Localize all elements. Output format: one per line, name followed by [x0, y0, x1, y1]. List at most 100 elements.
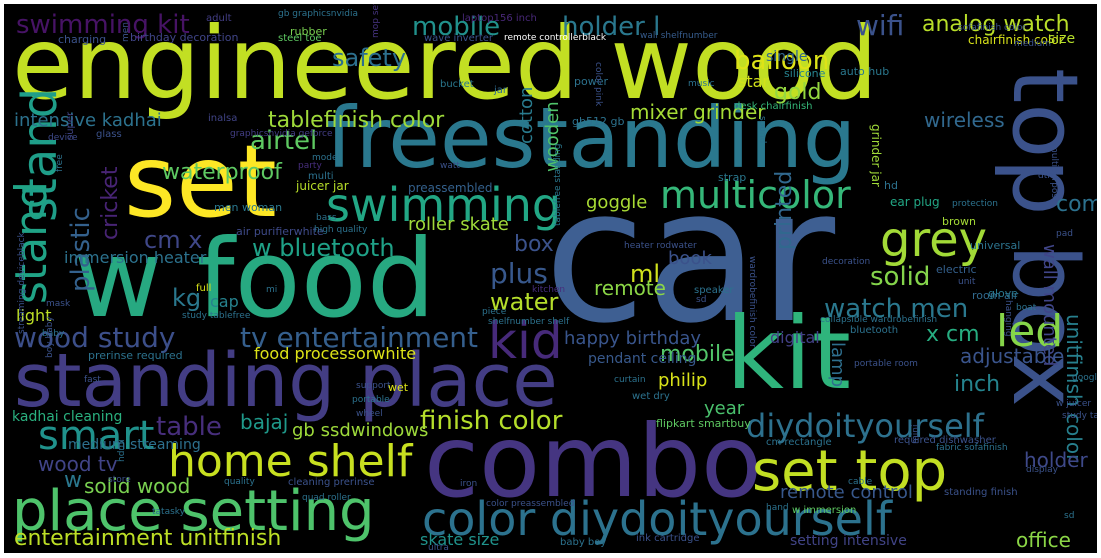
word: solid	[870, 262, 931, 292]
word: heater rodwater	[624, 241, 697, 251]
word: quad roller	[302, 493, 351, 503]
word-cloud: engineered wood car freestanding set w f…	[4, 4, 1097, 553]
word: hd	[884, 179, 898, 192]
word: protection	[952, 199, 998, 209]
word: hanging	[1003, 300, 1013, 337]
word: universal	[970, 239, 1021, 252]
word: wheel	[356, 409, 383, 419]
word: cap	[210, 292, 239, 311]
word: immersion heater	[64, 248, 207, 267]
word: holder l	[562, 12, 661, 42]
word: quality	[224, 477, 255, 487]
word: sd	[1064, 511, 1075, 521]
word: preassembled	[408, 181, 493, 195]
word: wireless	[924, 108, 1005, 132]
word: tv entertainment	[240, 321, 479, 354]
word: men woman	[214, 201, 283, 214]
word: adult	[206, 13, 232, 24]
word: cleaning prerinse	[288, 477, 375, 488]
word: x cm	[926, 322, 980, 347]
word: w immersion	[792, 505, 857, 516]
word: party	[298, 161, 322, 171]
word: balloon	[734, 46, 830, 76]
word: philip	[658, 370, 708, 391]
word: swimming kit	[16, 10, 190, 40]
word: auto hub	[840, 65, 890, 78]
word: wood tv	[38, 452, 118, 476]
word: glass	[96, 129, 122, 140]
word: bass	[316, 213, 337, 223]
word: office	[1016, 528, 1071, 552]
word: laptop156 inch	[462, 13, 537, 24]
word: shelfnumber shelf	[488, 317, 570, 327]
word: star	[738, 72, 769, 91]
word: standing place	[14, 338, 558, 424]
word: diydoityourself	[746, 407, 984, 445]
word: tablefree standing	[553, 143, 563, 226]
word: boy baby	[45, 316, 55, 358]
word: grey	[880, 212, 988, 268]
word: watt	[440, 161, 460, 171]
word: free	[55, 154, 65, 172]
word: fast	[84, 375, 101, 385]
word: w bluetooth	[252, 234, 395, 262]
word: food processorwhite	[254, 344, 417, 363]
word: streaming deviceblack	[17, 232, 27, 334]
word: smart	[38, 413, 155, 459]
word: mini	[911, 424, 921, 444]
word: men	[121, 21, 131, 42]
word: kit	[726, 295, 851, 412]
word: bucket	[440, 79, 474, 90]
word: sound	[757, 116, 767, 144]
word: car	[544, 148, 836, 364]
word: multi	[308, 171, 334, 182]
word: required dishwasher	[894, 435, 996, 446]
word: sofafinish color	[958, 23, 1027, 33]
word: flipkart smartbuy	[656, 417, 751, 430]
word: mobile	[412, 12, 501, 42]
word: speaker	[694, 285, 734, 296]
word: graphicsnvidia geforce	[230, 129, 333, 139]
word: baby boy	[560, 537, 607, 548]
word: cm x	[144, 226, 203, 254]
word: cm rectangle	[766, 437, 832, 448]
word: full	[196, 283, 212, 294]
word: w	[64, 468, 82, 493]
word: support	[356, 381, 391, 391]
word: waterproof	[162, 160, 282, 185]
word: hand	[766, 503, 789, 513]
word: desk chairfinish	[734, 101, 813, 112]
word: standing finish	[944, 487, 1018, 498]
word: unit	[958, 277, 976, 287]
word: device	[48, 133, 78, 143]
word: engineered wood	[12, 5, 878, 122]
word: power	[574, 75, 608, 88]
word: charging	[58, 33, 107, 46]
word: single	[766, 49, 808, 65]
word: study tablefree	[182, 311, 251, 321]
word: home shelf	[168, 436, 413, 487]
word: skate size	[420, 530, 500, 549]
word: gb ssdwindows	[292, 420, 429, 441]
word: place setting	[12, 479, 375, 544]
word: sd	[696, 295, 707, 305]
word: color preassembled	[486, 499, 575, 509]
word: inalsa	[208, 113, 238, 124]
word: remote	[594, 276, 666, 300]
word: portable	[352, 395, 390, 405]
word: wood study	[14, 321, 176, 354]
word: kg	[172, 284, 202, 312]
word: box	[514, 232, 554, 257]
word: mixer grinder	[630, 100, 766, 124]
word: display	[1026, 465, 1058, 475]
word: medium streaming	[68, 437, 201, 453]
word: digital	[770, 328, 820, 347]
word: wardrobefinish color	[747, 256, 757, 348]
word: goggle	[586, 192, 648, 213]
word: rubber	[290, 25, 327, 38]
word: music	[688, 79, 715, 89]
word: steel toe	[278, 33, 322, 44]
word: ml	[630, 260, 661, 288]
word: adjustable	[960, 344, 1065, 368]
word: kadhai cleaning	[12, 409, 123, 425]
